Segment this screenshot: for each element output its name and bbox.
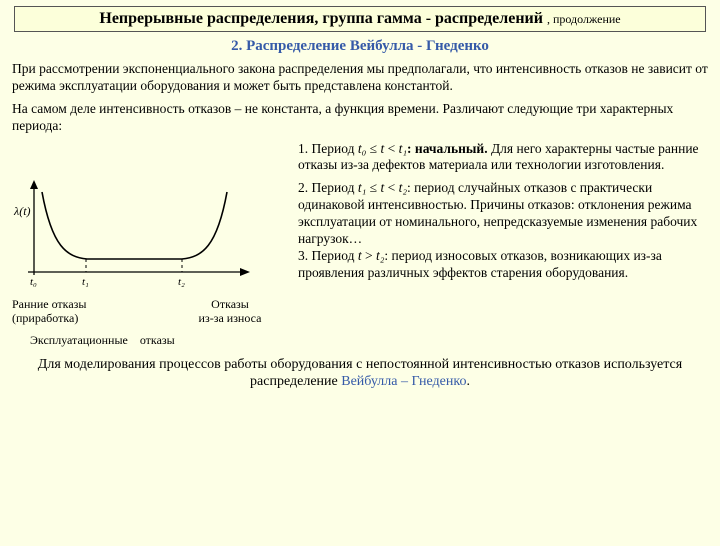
label-operational-failures: Эксплуатационные отказы (12, 333, 292, 347)
period-1: 1. Период t₀ ≤ t < t₁: начальный. Для не… (298, 141, 708, 175)
x-tick-t0: t₀ (30, 276, 37, 288)
period-3: 3. Период t > t₂: период износовых отказ… (298, 248, 708, 282)
paragraph-2: На самом деле интенсивность отказов – не… (12, 101, 708, 135)
period-2: 2. Период t₁ ≤ t < t₂: период случайных … (298, 180, 708, 248)
x-tick-t2: t₂ (178, 276, 185, 288)
diagram-labels: Ранние отказы(приработка) Отказыиз-за из… (12, 297, 292, 348)
content-row: λ(t) t₀ t₁ t₂ Ранние отказы(приработка) … (12, 141, 708, 348)
title-main: Непрерывные распределения, группа гамма … (99, 10, 543, 27)
label-wear-failures: Отказыиз-за износа (132, 297, 292, 326)
diagram-column: λ(t) t₀ t₁ t₂ Ранние отказы(приработка) … (12, 141, 292, 348)
y-axis-label: λ(t) (13, 204, 31, 218)
footer: Для моделирования процессов работы обору… (18, 356, 702, 391)
footer-highlight: Вейбулла – Гнеденко (341, 374, 466, 389)
x-tick-t1: t₁ (82, 276, 89, 288)
label-early-failures: Ранние отказы(приработка) (12, 297, 132, 326)
bathtub-curve-svg: λ(t) t₀ t₁ t₂ (12, 177, 262, 297)
title-box: Непрерывные распределения, группа гамма … (14, 6, 706, 32)
paragraph-1: При рассмотрении экспоненциального закон… (12, 61, 708, 95)
text-column: 1. Период t₀ ≤ t < t₁: начальный. Для не… (292, 141, 708, 348)
title-cont: , продолжение (547, 12, 621, 26)
subtitle: 2. Распределение Вейбулла - Гнеденко (0, 38, 720, 55)
